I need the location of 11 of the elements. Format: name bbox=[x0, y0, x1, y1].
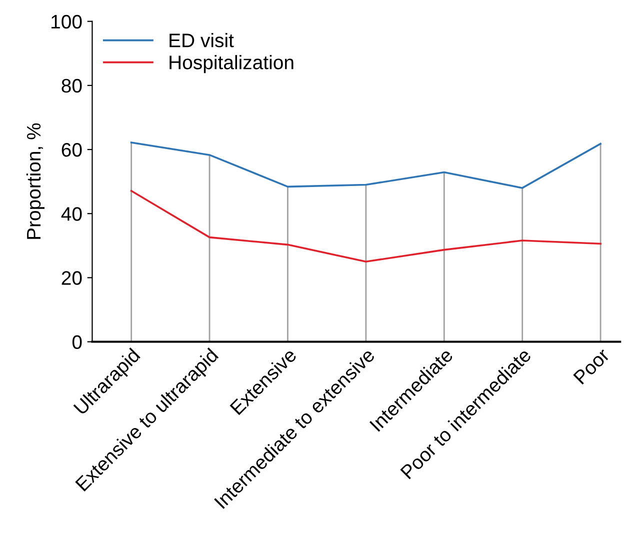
y-tick-label: 20 bbox=[62, 271, 82, 285]
y-tick-label: 80 bbox=[62, 78, 82, 93]
line-series bbox=[130, 142, 602, 189]
line-series bbox=[130, 190, 602, 263]
y-tick-label: 60 bbox=[62, 142, 82, 157]
y-tick-label: 100 bbox=[52, 14, 82, 29]
y-tick-label: 40 bbox=[61, 207, 82, 221]
legend-label: ED visit bbox=[170, 33, 234, 48]
y-axis-title: Proportion, % bbox=[26, 123, 45, 239]
legend-label: Hospitalization bbox=[170, 55, 294, 74]
y-tick-label: 0 bbox=[72, 335, 82, 349]
